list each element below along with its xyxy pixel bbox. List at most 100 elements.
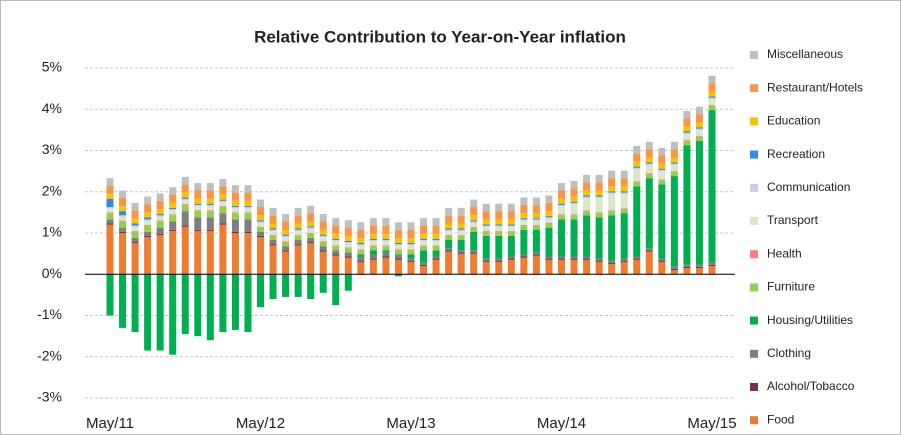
bar-segment [382, 240, 390, 242]
legend-swatch [750, 84, 758, 93]
bar-segment [282, 237, 290, 242]
bar-segment [282, 234, 290, 236]
bar-segment [231, 207, 239, 209]
bar-segment [670, 270, 678, 275]
bar-segment [269, 274, 277, 299]
bar-segment [457, 223, 465, 229]
bar-segment [470, 222, 478, 227]
bar-segment [432, 256, 440, 259]
bar-segment [558, 190, 565, 199]
bar-segment [156, 233, 164, 236]
bar-segment [507, 258, 515, 260]
bar-segment [131, 230, 139, 232]
legend-swatch [750, 383, 758, 391]
bar-segment [495, 219, 503, 225]
bar-segment [169, 210, 177, 215]
bar-segment [432, 233, 440, 239]
y-tick-label: 1% [42, 224, 62, 240]
bar-segment [708, 98, 716, 106]
bar-segment [244, 185, 252, 193]
bar-segment [181, 192, 189, 198]
bar-segment [194, 183, 202, 191]
bar-segment [269, 228, 277, 230]
bar-segment [282, 251, 290, 275]
bar-segment [620, 213, 628, 259]
bar-segment [131, 237, 139, 243]
bar-segment [445, 240, 453, 249]
bar-segment [394, 222, 402, 230]
bar-segment [319, 250, 327, 252]
bar-segment [495, 260, 503, 262]
bar-segment [319, 221, 327, 230]
bar-segment [194, 229, 202, 231]
bar-segment [257, 227, 264, 232]
bar-segment [244, 233, 252, 275]
legend-label: Transport [767, 213, 819, 227]
bar-segment [319, 235, 327, 238]
bar-segment [470, 199, 478, 208]
bar-segment [231, 200, 239, 206]
bar-segment [194, 211, 202, 218]
bar-segment [532, 224, 540, 226]
bar-segment [307, 221, 315, 227]
bar-segment [708, 97, 716, 99]
bar-segment [369, 259, 377, 275]
bar-segment [181, 204, 189, 205]
bar-segment [369, 246, 377, 251]
bar-segment [282, 242, 290, 247]
bar-segment [344, 257, 352, 275]
bar-segment [583, 256, 591, 259]
bar-segment [670, 141, 678, 150]
bar-segment [344, 252, 352, 257]
bar-segment [357, 261, 365, 275]
bar-segment [194, 203, 202, 205]
bar-segment [231, 233, 239, 275]
legend-label: Miscellaneous [767, 47, 843, 61]
bar-segment [194, 204, 202, 207]
bar-segment [595, 174, 603, 183]
bar-segment [357, 254, 365, 257]
bar-segment [206, 274, 214, 341]
bar-segment [382, 246, 390, 251]
bar-segment [608, 215, 616, 261]
bar-segment [181, 197, 189, 199]
bar-segment [206, 206, 214, 211]
bar-segment [683, 264, 691, 267]
bar-segment [382, 252, 390, 257]
bar-segment [344, 220, 352, 228]
bar-segment [231, 274, 239, 330]
bar-segment [119, 233, 127, 275]
bar-segment [695, 122, 703, 128]
bar-segment [144, 237, 152, 275]
bar-segment [394, 237, 402, 243]
bar-segment [332, 218, 340, 226]
bar-segment [156, 221, 164, 228]
bar-segment [231, 192, 239, 201]
bar-segment [558, 198, 565, 204]
bar-segment [407, 258, 415, 261]
bar-segment [570, 181, 578, 189]
bar-segment [144, 224, 152, 226]
legend-label: Alcohol/Tobacco [767, 379, 855, 393]
bar-segment [633, 182, 641, 187]
bar-segment [532, 229, 540, 253]
bar-segment [658, 155, 666, 164]
bar-segment [194, 198, 202, 204]
bar-segment [420, 241, 428, 246]
bar-segment [344, 242, 352, 244]
bar-segment [382, 218, 390, 226]
bar-segment [369, 218, 377, 226]
bar-segment [645, 141, 653, 150]
bar-segment [532, 218, 540, 220]
bar-segment [257, 274, 264, 308]
bar-segment [558, 215, 565, 220]
bar-segment [520, 204, 528, 214]
bar-segment [294, 229, 302, 231]
bar-segment [269, 235, 277, 236]
bar-segment [633, 181, 641, 183]
bar-segment [457, 230, 465, 236]
bar-segment [670, 266, 678, 269]
bar-segment [507, 256, 515, 259]
bar-segment [131, 226, 139, 231]
bar-segment [633, 161, 641, 167]
